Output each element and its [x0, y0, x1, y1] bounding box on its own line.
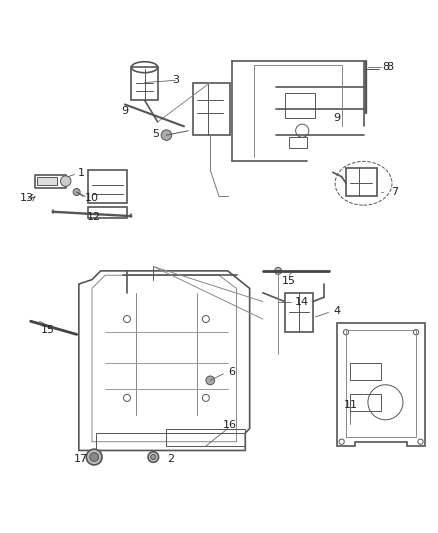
Text: 12: 12 — [87, 212, 101, 222]
Bar — [88, 170, 127, 203]
Bar — [166, 429, 245, 446]
Circle shape — [73, 189, 80, 196]
Circle shape — [161, 130, 172, 140]
Text: 10: 10 — [85, 193, 99, 203]
Circle shape — [148, 452, 159, 462]
Text: 15: 15 — [41, 325, 55, 335]
Text: 7: 7 — [391, 187, 398, 197]
Text: 9: 9 — [334, 112, 341, 123]
Circle shape — [275, 268, 282, 274]
Text: 11: 11 — [343, 400, 357, 410]
Bar — [96, 433, 245, 450]
Bar — [350, 393, 381, 411]
Bar — [346, 330, 416, 437]
Bar — [88, 207, 127, 219]
Circle shape — [151, 455, 156, 459]
Circle shape — [90, 453, 99, 462]
Bar — [37, 177, 57, 185]
Bar — [289, 138, 307, 148]
Text: 5: 5 — [152, 129, 159, 139]
Bar — [285, 93, 315, 118]
Text: 1: 1 — [78, 168, 85, 178]
Text: 4: 4 — [334, 306, 341, 316]
Text: 17: 17 — [74, 454, 88, 464]
Text: 14: 14 — [295, 296, 309, 306]
Text: 15: 15 — [282, 276, 296, 286]
Text: 3: 3 — [172, 75, 179, 85]
Text: 2: 2 — [167, 454, 174, 464]
Text: 9: 9 — [121, 106, 128, 116]
Text: 13: 13 — [20, 193, 34, 203]
Bar — [35, 174, 66, 188]
Circle shape — [86, 449, 102, 465]
Text: 6: 6 — [229, 367, 236, 377]
Circle shape — [206, 376, 215, 385]
Bar — [350, 363, 381, 381]
Bar — [346, 168, 377, 197]
Text: 16: 16 — [223, 420, 237, 430]
Text: 8: 8 — [382, 62, 389, 72]
Bar — [131, 67, 158, 100]
Bar — [285, 293, 313, 332]
Circle shape — [60, 176, 71, 187]
Text: 8: 8 — [386, 62, 393, 72]
